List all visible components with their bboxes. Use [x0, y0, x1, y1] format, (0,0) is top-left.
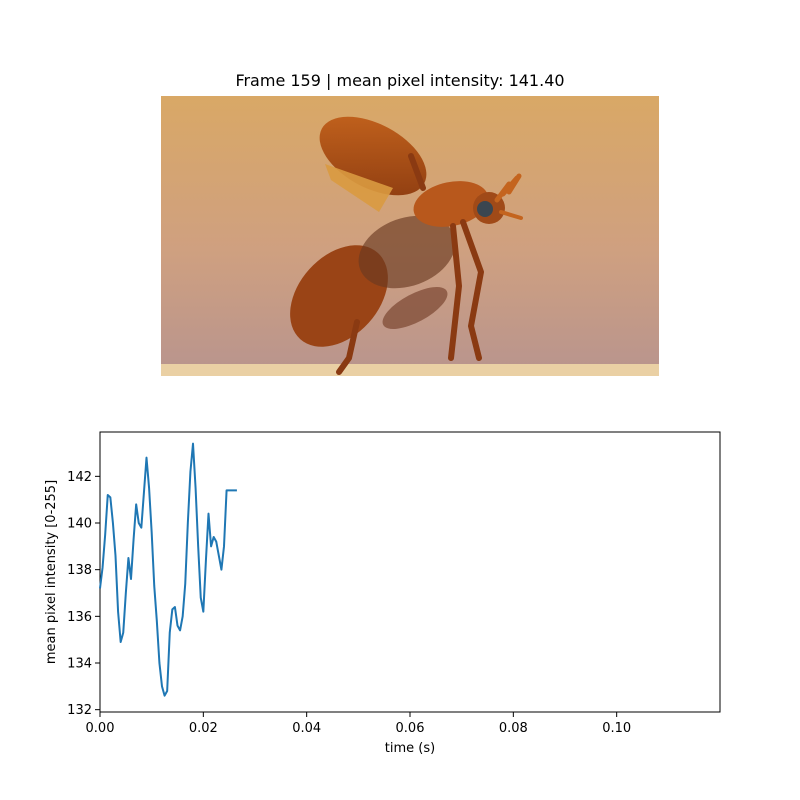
- x-tick-label: 0.10: [602, 721, 631, 736]
- y-tick-label: 136: [67, 610, 92, 625]
- beetle-legs-icon: [336, 153, 484, 375]
- plot-area: [99, 431, 721, 713]
- beetle-eye-icon: [477, 201, 493, 217]
- beetle-hindwing-lower-icon: [382, 287, 448, 329]
- y-axis: 132 134 136 138 140 142: [67, 470, 100, 718]
- beetle-wing-icon: [325, 164, 393, 212]
- figure-title: Frame 159 | mean pixel intensity: 141.40: [235, 71, 565, 90]
- beetle-hindwing-icon: [358, 215, 456, 289]
- x-tick-label: 0.00: [86, 721, 115, 736]
- y-axis-label: mean pixel intensity [0-255]: [44, 480, 59, 664]
- y-tick-label: 132: [67, 703, 92, 718]
- beetle-mandible-icon: [499, 210, 523, 220]
- x-tick-label: 0.04: [292, 721, 321, 736]
- y-tick-label: 138: [67, 563, 92, 578]
- y-tick-label: 134: [67, 657, 92, 672]
- x-axis-label: time (s): [385, 741, 435, 756]
- y-tick-label: 140: [67, 517, 92, 532]
- series-line: [99, 442, 237, 697]
- x-tick-label: 0.08: [499, 721, 528, 736]
- beetle-antenna-icon: [494, 173, 522, 203]
- beetle-thorax-icon: [413, 181, 489, 227]
- x-tick-label: 0.02: [189, 721, 218, 736]
- x-tick-label: 0.06: [396, 721, 425, 736]
- frame-image: [161, 96, 659, 376]
- x-axis: 0.00 0.02 0.04 0.06 0.08 0.10: [86, 712, 631, 736]
- y-tick-label: 142: [67, 470, 92, 485]
- photo-surface: [161, 364, 659, 376]
